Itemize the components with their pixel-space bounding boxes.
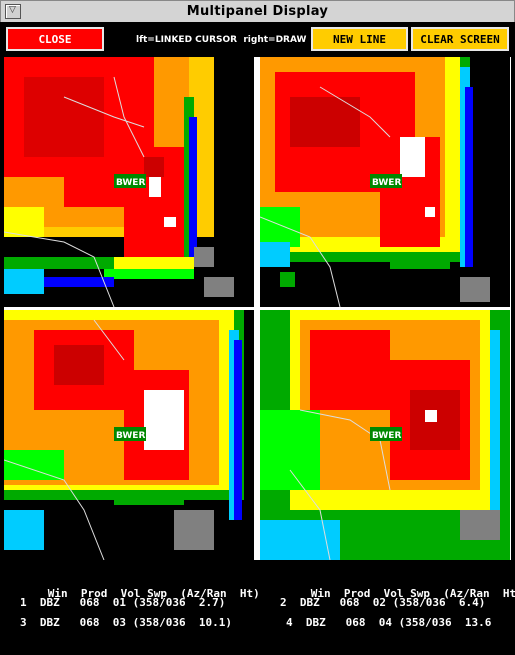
info-header-right: Win Prod Vol Swp (Az/Ran Ht) (271, 574, 515, 613)
header-vol: Vol (120, 587, 141, 600)
radar-panel-3[interactable]: BWER (4, 310, 254, 560)
cell-prod: DBZ (39, 596, 60, 609)
radar-panel-2[interactable]: BWER (260, 57, 510, 307)
cell-azran: (358/036 (132, 616, 186, 629)
radar-panel-4[interactable]: BWER (260, 310, 510, 560)
info-header-left: Win Prod Vol Swp (Az/Ran Ht) (8, 574, 260, 613)
cell-vol: 068 (79, 596, 100, 609)
cell-ht: 10.1) (198, 616, 232, 629)
title-bar: ▽ Multipanel Display (0, 0, 515, 23)
bwer-marker-1 (114, 174, 146, 188)
cell-vol: 068 (339, 596, 360, 609)
window-menu-icon: ▽ (9, 5, 16, 15)
radar-image-3: BWER (4, 310, 244, 560)
header-azran: (Az/Ran (180, 587, 227, 600)
cell-swp: 04 (378, 616, 392, 629)
header-prod: Prod (80, 587, 108, 600)
header-ht: Ht) (239, 587, 260, 600)
cell-azran: (358/036 (132, 596, 186, 609)
header-swp: Swp (410, 587, 430, 600)
toolbar: CLOSE lft=LINKED CURSOR right=DRAW NEW L… (0, 22, 515, 56)
cell-swp: 03 (112, 616, 126, 629)
radar-panel-1[interactable]: BWER (4, 57, 254, 307)
info-row-4: 4 DBZ 068 04 (358/036 13.6 (286, 616, 491, 629)
radar-image-2: BWER (260, 57, 490, 307)
cell-win: 4 (286, 616, 293, 629)
header-ht: Ht) (502, 587, 515, 600)
header-win: Win (310, 587, 331, 600)
info-row-1: 1 DBZ 068 01 (358/036 2.7) (20, 596, 225, 609)
bwer-label-4: BWER (372, 431, 401, 441)
header-azran: (Az/Ran (443, 587, 490, 600)
close-button[interactable]: CLOSE (6, 27, 104, 51)
bwer-label-1: BWER (116, 178, 145, 188)
cell-prod: DBZ (299, 596, 320, 609)
cell-prod: DBZ (39, 616, 60, 629)
bwer-marker-2 (370, 174, 402, 188)
cell-ht: 13.6 (464, 616, 492, 629)
cell-win: 1 (20, 596, 27, 609)
header-win: Win (47, 587, 68, 600)
cell-swp: 02 (372, 596, 386, 609)
header-vol: Vol (383, 587, 404, 600)
bwer-marker-4 (370, 427, 402, 441)
window-title: Multipanel Display (186, 4, 329, 19)
new-line-button[interactable]: NEW LINE (311, 27, 408, 51)
info-row-2: 2 DBZ 068 02 (358/036 6.4) (280, 596, 485, 609)
cell-ht: 2.7) (198, 596, 226, 609)
info-row-3: 3 DBZ 068 03 (358/036 10.1) (20, 616, 232, 629)
radar-image-1: BWER (4, 57, 234, 307)
cell-swp: 01 (112, 596, 126, 609)
info-table: Win Prod Vol Swp (Az/Ran Ht) Win Prod Vo… (0, 560, 515, 655)
mouse-hint-text: lft=LINKED CURSOR right=DRAW (136, 35, 307, 45)
clear-screen-button[interactable]: CLEAR SCREEN (411, 27, 509, 51)
header-swp: Swp (147, 587, 167, 600)
bwer-label-2: BWER (372, 178, 401, 188)
cell-vol: 068 (345, 616, 366, 629)
radar-image-4: BWER (260, 310, 510, 560)
cell-azran: (358/036 (392, 596, 446, 609)
bwer-label-3: BWER (116, 431, 145, 441)
cell-vol: 068 (79, 616, 100, 629)
radar-panel-grid: BWER (4, 57, 511, 560)
window-menu-button[interactable]: ▽ (5, 4, 21, 19)
bwer-marker-3 (114, 427, 146, 441)
header-prod: Prod (343, 587, 371, 600)
cell-ht: 6.4) (458, 596, 486, 609)
cell-prod: DBZ (305, 616, 326, 629)
cell-win: 2 (280, 596, 287, 609)
cell-azran: (358/036 (398, 616, 452, 629)
cell-win: 3 (20, 616, 27, 629)
